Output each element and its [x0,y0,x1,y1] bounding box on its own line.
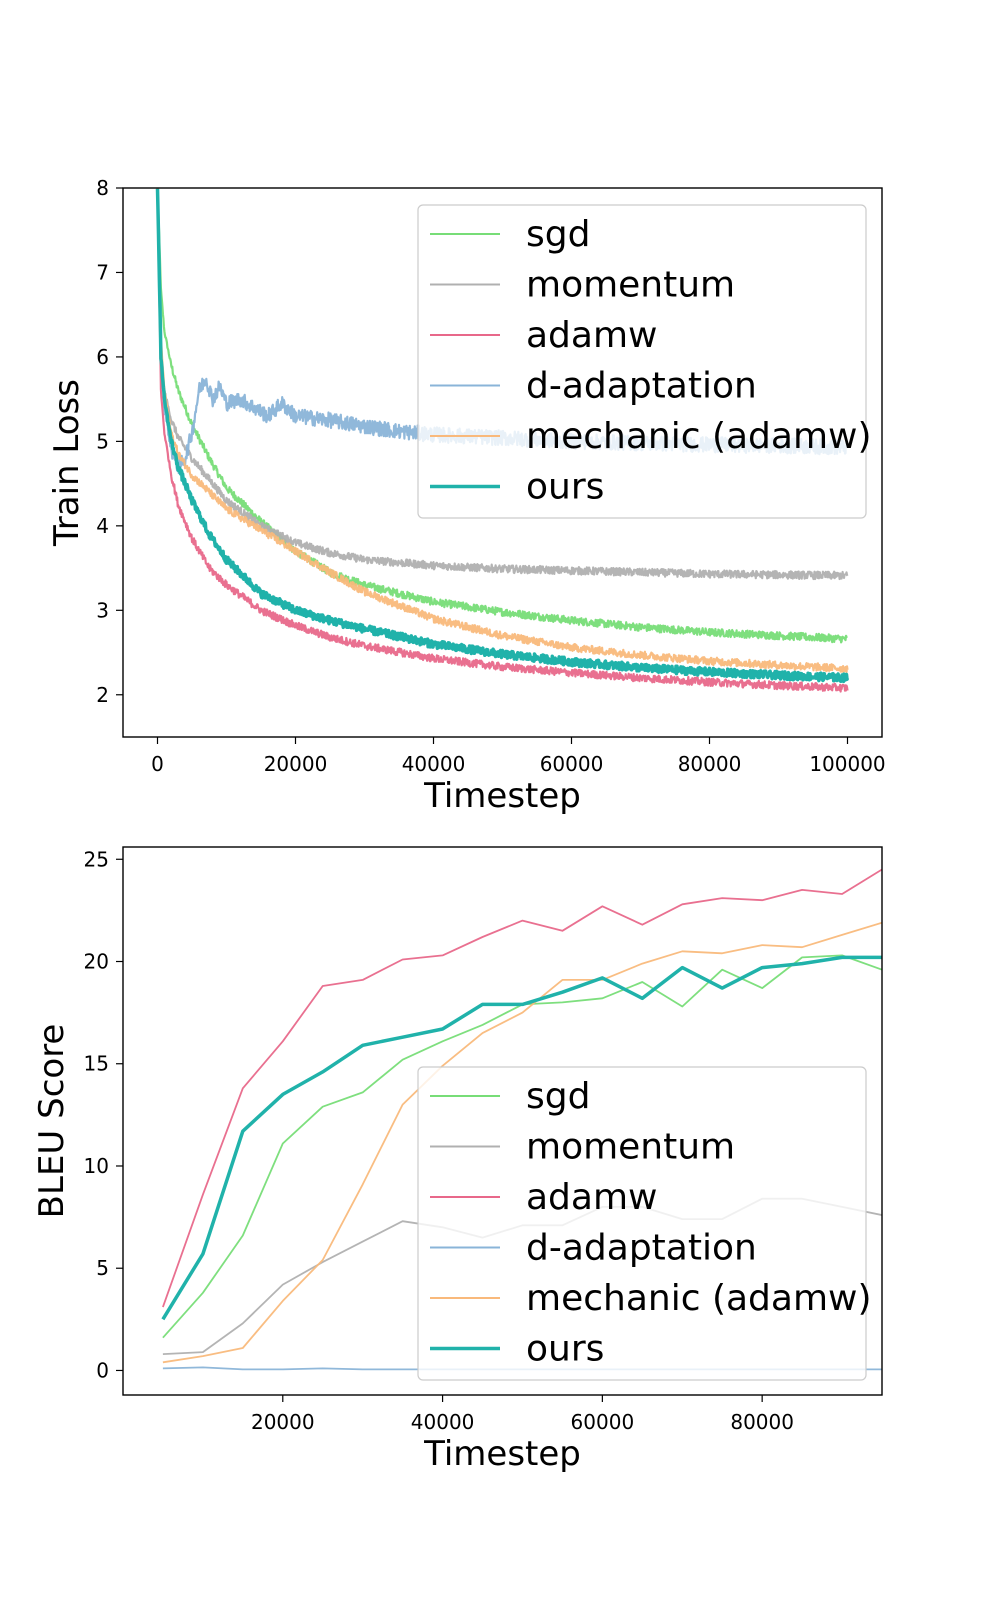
x-tick-label: 60000 [571,1410,635,1434]
legend-label-momentum: momentum [526,265,735,306]
x-axis-label: Timestep [423,776,581,816]
series-line-adamw [162,868,882,1308]
legend-label-sgd: sgd [526,214,590,255]
legend-label-ours: ours [526,467,604,508]
y-tick-label: 5 [96,1256,109,1280]
legend-label-momentum: momentum [526,1127,735,1168]
y-axis-label: BLEU Score [32,1024,72,1219]
x-tick-label: 20000 [264,752,328,776]
plot-frame [122,846,883,1396]
y-tick-label: 7 [96,260,109,284]
legend-label-d-adaptation: d-adaptation [526,1228,757,1269]
bleu-score-chart: 20000 40000 60000 80000 0 5 10 15 20 25 Timestep BL… [32,846,883,1474]
series-line-mechanic-adamw [156,188,849,674]
x-tick-label: 20000 [251,1410,315,1434]
x-tick-label: 60000 [540,752,604,776]
legend-label-mechanic-adamw: mechanic (adamw) [526,416,872,457]
y-tick-label: 8 [96,176,109,200]
series-line-mechanic-adamw [162,921,882,1364]
x-tick-label: 80000 [730,1410,794,1434]
series-line-ours [155,188,850,684]
legend: sgd momentum adamw d-adaptation mechanic (ad… [417,204,872,519]
x-tick-label: 0 [151,752,164,776]
y-tick-label: 5 [96,429,109,453]
legend-label-adamw: adamw [526,1177,657,1218]
x-tick-label: 40000 [402,752,466,776]
y-tick-label: 4 [96,514,109,538]
legend-box [417,1066,867,1381]
legend-label-ours: ours [526,1329,604,1370]
y-tick-label: 15 [84,1052,109,1076]
legend-label-adamw: adamw [526,315,657,356]
train-loss-chart: 0 20000 40000 60000 80000 100000 2 3 4 5 6 7 8 Timest… [47,176,886,816]
y-tick-label: 20 [84,950,109,974]
series-group [155,188,850,693]
y-tick-label: 10 [84,1154,109,1178]
x-tick-label: 40000 [411,1410,475,1434]
x-axis-label: Timestep [423,1434,581,1474]
plot-frame [122,187,883,738]
x-tick-label: 80000 [678,752,742,776]
legend-box [417,204,867,519]
series-line-adamw [156,188,849,693]
y-tick-label: 25 [84,847,109,871]
y-tick-label: 0 [96,1358,109,1382]
y-tick-label: 6 [96,345,109,369]
legend-label-sgd: sgd [526,1076,590,1117]
series-line-ours [161,955,882,1321]
y-axis-label: Train Loss [47,379,87,547]
legend-label-mechanic-adamw: mechanic (adamw) [526,1278,872,1319]
y-tick-label: 3 [96,598,109,622]
legend-label-d-adaptation: d-adaptation [526,366,757,407]
y-tick-label: 2 [96,683,109,707]
x-tick-label: 100000 [809,752,885,776]
legend: sgd momentum adamw d-adaptation mechanic (ad… [417,1066,872,1381]
